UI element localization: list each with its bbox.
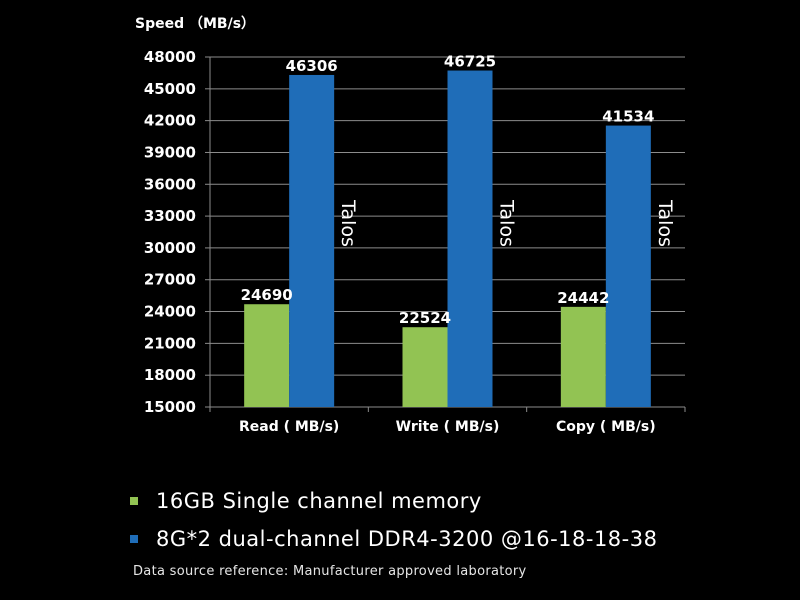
footnote: Data source reference: Manufacturer appr… <box>133 564 527 579</box>
y-tick-label: 18000 <box>144 366 196 384</box>
data-label: 41534 <box>602 108 654 126</box>
data-labels: 24690 46306 Talos 22524 46725 Talos 24442 41534… <box>241 53 676 328</box>
y-tick-label: 15000 <box>144 398 196 416</box>
data-label: 22524 <box>399 309 451 327</box>
data-label: 24690 <box>241 286 293 304</box>
data-label: 24442 <box>557 289 609 307</box>
x-tick-label: Read ( MB/s) <box>239 419 339 435</box>
y-tick-label: 45000 <box>144 80 196 98</box>
legend-swatch-blue <box>130 535 138 543</box>
y-tick-label: 24000 <box>144 303 196 321</box>
x-tick-label: Write ( MB/s) <box>396 419 500 435</box>
bar-chart: Speed （MB/s） 15000 18000 21000 24000 27000 30… <box>135 16 686 435</box>
y-tick-label: 42000 <box>144 112 196 130</box>
y-axis-title: Speed （MB/s） <box>135 16 255 32</box>
bar-dual-channel <box>289 74 335 407</box>
y-tick-label: 27000 <box>144 271 196 289</box>
y-tick-label: 36000 <box>144 175 196 193</box>
legend-label: 8G*2 dual-channel DDR4-3200 @16-18-18-38 <box>156 527 658 551</box>
legend: 16GB Single channel memory 8G*2 dual-cha… <box>130 482 657 558</box>
legend-item-single-channel: 16GB Single channel memory <box>130 482 657 520</box>
bar-single-channel <box>402 327 448 407</box>
x-tick-label: Copy ( MB/s) <box>556 419 656 435</box>
bar-dual-channel <box>605 125 651 407</box>
legend-item-dual-channel: 8G*2 dual-channel DDR4-3200 @16-18-18-38 <box>130 520 657 558</box>
y-tick-label: 33000 <box>144 207 196 225</box>
bar-annotation: Talos <box>337 199 359 247</box>
bar-single-channel <box>560 306 606 407</box>
bars <box>244 70 651 407</box>
legend-label: 16GB Single channel memory <box>156 489 482 513</box>
y-tick-labels: 15000 18000 21000 24000 27000 30000 33000 36000… <box>144 48 196 416</box>
bar-dual-channel <box>447 70 493 407</box>
bar-annotation: Talos <box>654 199 676 247</box>
data-label: 46306 <box>286 57 338 75</box>
bar-annotation: Talos <box>496 199 518 247</box>
y-tick-label: 30000 <box>144 239 196 257</box>
y-tick-label: 21000 <box>144 334 196 352</box>
data-label: 46725 <box>444 53 496 71</box>
legend-swatch-green <box>130 497 138 505</box>
x-tick-labels: Read ( MB/s) Write ( MB/s) Copy ( MB/s) <box>239 419 656 435</box>
bar-single-channel <box>244 304 290 407</box>
y-tick-label: 48000 <box>144 48 196 66</box>
y-tick-label: 39000 <box>144 143 196 161</box>
